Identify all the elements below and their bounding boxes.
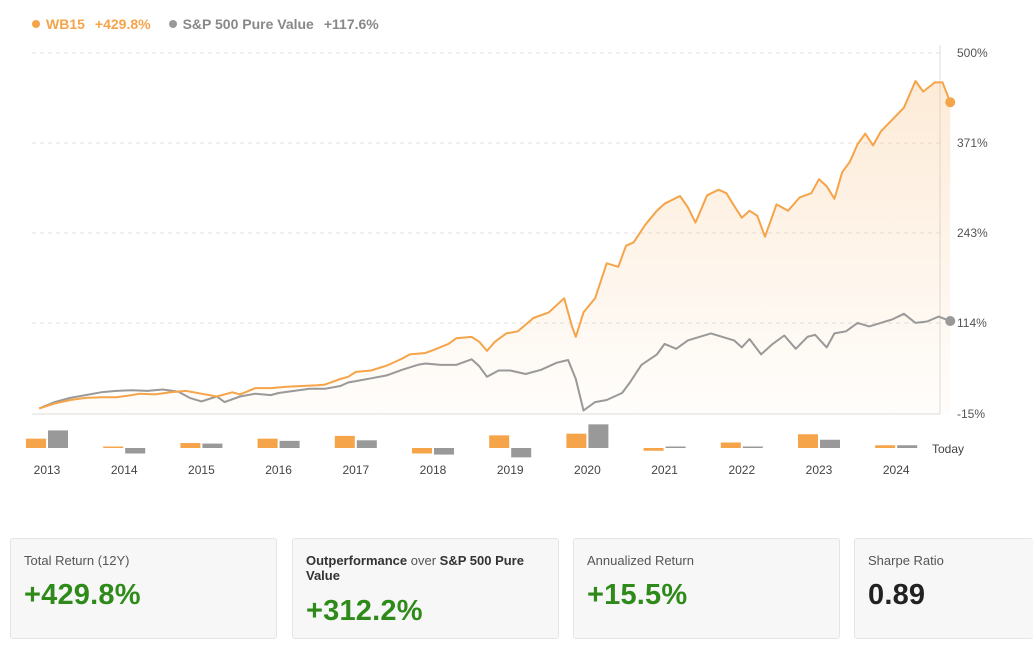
- x-tick-label: 2024: [883, 463, 910, 477]
- annual-bar-benchmark: [588, 424, 609, 448]
- annual-bar-wb15: [798, 434, 818, 448]
- annual-bar-wb15: [412, 448, 432, 454]
- y-tick-label: 114%: [957, 316, 987, 330]
- legend-item-wb15[interactable]: WB15 +429.8%: [32, 16, 151, 32]
- annual-bar-benchmark: [125, 448, 146, 454]
- x-tick-label: 2019: [497, 463, 524, 477]
- stat-card-total-return: Total Return (12Y) +429.8%: [10, 538, 277, 639]
- stat-value-outperformance: +312.2%: [306, 595, 423, 627]
- x-tick-label: 2022: [728, 463, 755, 477]
- stat-label-total-return: Total Return (12Y): [24, 553, 130, 568]
- legend-dot-benchmark: [168, 20, 177, 28]
- benchmark-line: [38, 312, 951, 412]
- stat-label-outperformance-bold: Outperformance: [306, 553, 408, 568]
- annual-bar-wb15: [875, 445, 896, 448]
- wb15-area: [39, 81, 951, 414]
- wb15-end-marker: [945, 97, 956, 108]
- wb15-line: [38, 80, 952, 410]
- annual-bar-wb15: [26, 438, 46, 448]
- performance-chart: 500% 371% 243% 114% -15% 2013 2014 2015 2016 201…: [26, 45, 988, 477]
- annual-bar-wb15: [257, 438, 278, 448]
- y-tick-label: 243%: [957, 226, 988, 240]
- annual-bar-benchmark: [742, 446, 763, 448]
- legend-value-wb15: +429.8%: [94, 16, 151, 32]
- x-tick-label: 2014: [111, 463, 138, 477]
- legend-value-benchmark: +117.6%: [323, 16, 379, 32]
- annual-bar-wb15: [489, 435, 510, 448]
- x-tick-label: 2013: [34, 463, 61, 477]
- annual-bar-benchmark: [897, 445, 918, 448]
- x-tick-label: 2018: [420, 463, 447, 477]
- legend-name-benchmark: S&P 500 Pure Value: [182, 16, 314, 32]
- stat-value-total-return: +429.8%: [24, 579, 141, 611]
- legend-name-wb15: WB15: [46, 16, 85, 32]
- annual-bar-benchmark: [202, 443, 223, 448]
- stat-value-annualized-return: +15.5%: [587, 579, 688, 611]
- x-tick-label: 2021: [651, 463, 678, 477]
- annual-bar-benchmark: [434, 448, 454, 455]
- annual-bar-wb15: [334, 435, 355, 448]
- y-tick-label: 500%: [957, 46, 988, 60]
- x-tick-label: 2015: [188, 463, 215, 477]
- y-tick-label: -15%: [957, 407, 985, 421]
- annual-bar-wb15: [566, 433, 587, 448]
- annual-bar-benchmark: [279, 440, 300, 448]
- stat-card-outperformance: Outperformance over S&P 500 Pure Value +…: [292, 538, 559, 639]
- legend-dot-wb15: [32, 20, 40, 28]
- x-tick-label: 2020: [574, 463, 601, 477]
- annual-bar-benchmark: [48, 430, 68, 448]
- stat-label-sharpe-ratio: Sharpe Ratio: [868, 553, 944, 568]
- stat-label-outperformance-benchmark: S&P 500 Pure Value: [306, 553, 524, 583]
- annual-bar-wb15: [643, 448, 664, 451]
- annual-bar-wb15: [720, 442, 741, 448]
- stat-value-sharpe-ratio: 0.89: [868, 579, 926, 611]
- benchmark-end-marker: [945, 316, 956, 327]
- annual-bar-benchmark: [511, 448, 532, 458]
- chart-legend: WB15 +429.8% S&P 500 Pure Value +117.6%: [32, 16, 379, 32]
- x-tick-label: 2016: [265, 463, 292, 477]
- stat-label-outperformance-mid: over: [407, 553, 440, 568]
- annual-bar-wb15: [180, 443, 201, 448]
- annual-bar-benchmark: [665, 446, 686, 448]
- annual-bar-wb15: [103, 446, 124, 448]
- stat-label-annualized-return: Annualized Return: [587, 553, 694, 568]
- annual-bar-benchmark: [820, 439, 840, 448]
- x-tick-label: 2023: [806, 463, 833, 477]
- x-tick-label: 2017: [342, 463, 369, 477]
- y-tick-label: 371%: [957, 136, 988, 150]
- x-end-label: Today: [932, 442, 964, 456]
- annual-bar-benchmark: [356, 440, 377, 448]
- stat-cards: Total Return (12Y) +429.8% Outperformanc…: [10, 538, 1033, 641]
- legend-item-benchmark[interactable]: S&P 500 Pure Value +117.6%: [168, 16, 379, 32]
- stat-card-sharpe-ratio: Sharpe Ratio 0.89: [854, 538, 1033, 639]
- stat-card-annualized-return: Annualized Return +15.5%: [573, 538, 840, 639]
- stat-label-outperformance: Outperformance over S&P 500 Pure Value: [306, 553, 545, 583]
